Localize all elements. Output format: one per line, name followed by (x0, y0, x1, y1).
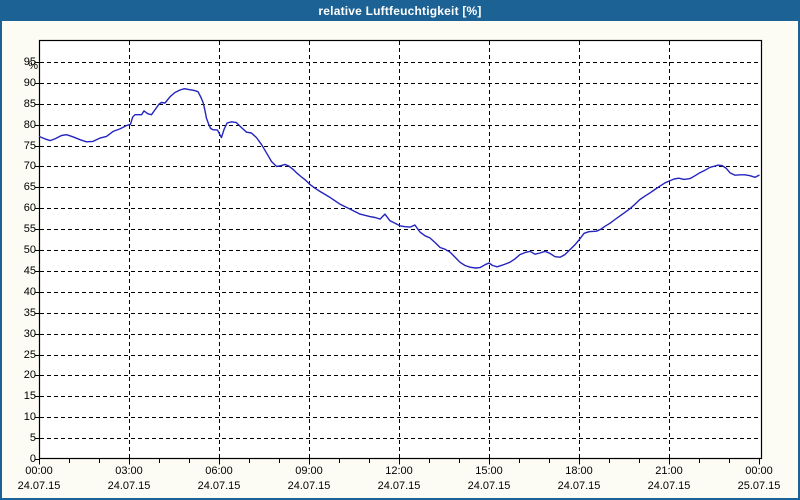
y-tick-label: 35 (23, 306, 36, 319)
y-tick-label: 40 (23, 285, 36, 298)
y-tick-label: 5 (29, 432, 36, 445)
chart-area: % 0 5 10 15 20 25 30 35 40 45 50 55 60 65 70 75 80 85 90 95… (2, 21, 798, 498)
y-tick-label: 90 (23, 76, 36, 89)
window-border-bottom (0, 498, 800, 500)
y-tick-label: 95 (23, 56, 36, 68)
x-tick-time-label: 15:00 (475, 465, 503, 477)
y-tick-label: 30 (23, 327, 36, 340)
x-tick-time-label: 00:00 (25, 465, 53, 477)
x-tick-time-label: 03:00 (115, 465, 143, 477)
y-tick-label: 85 (23, 97, 36, 110)
y-tick-label: 25 (23, 348, 36, 361)
x-tick-date-label: 24.07.15 (107, 480, 151, 492)
y-tick-label: 65 (23, 181, 36, 194)
x-tick-date-label: 25.07.15 (737, 480, 781, 492)
x-tick-date-label: 24.07.15 (197, 480, 241, 492)
y-tick-label: 55 (23, 223, 36, 236)
x-tick-date-label: 24.07.15 (287, 480, 331, 492)
y-tick-label: 0 (29, 453, 36, 465)
y-tick-label: 75 (23, 139, 36, 152)
y-tick-label: 10 (23, 411, 36, 424)
y-tick-label: 80 (23, 118, 36, 131)
plot-border (38, 39, 763, 460)
y-tick-label: 20 (23, 369, 36, 382)
x-tick-time-label: 00:00 (745, 465, 773, 477)
window-title-bar: relative Luftfeuchtigkeit [%] (0, 0, 800, 21)
x-tick-date-label: 24.07.15 (467, 480, 511, 492)
window-border-right (798, 21, 800, 500)
plot-background (39, 40, 762, 459)
x-tick-time-label: 06:00 (205, 465, 233, 477)
y-axis-unit-label: % (28, 60, 38, 72)
y-tick-label: 15 (23, 390, 36, 403)
x-tick-date-label: 24.07.15 (557, 480, 601, 492)
x-tick-date-label: 24.07.15 (377, 480, 421, 492)
window-border-left (0, 21, 2, 500)
window-title: relative Luftfeuchtigkeit [%] (318, 3, 482, 18)
x-tick-time-label: 09:00 (295, 465, 323, 477)
y-tick-label: 60 (23, 202, 36, 215)
plot-canvas (35, 39, 763, 465)
x-tick-time-label: 18:00 (565, 465, 593, 477)
x-tick-date-label: 24.07.15 (647, 480, 691, 492)
y-tick-label: 70 (23, 160, 36, 173)
x-tick-date-label: 24.07.15 (17, 480, 61, 492)
y-tick-label: 45 (23, 264, 36, 277)
x-tick-time-label: 12:00 (385, 465, 413, 477)
y-tick-label: 50 (23, 244, 36, 257)
x-tick-time-label: 21:00 (655, 465, 683, 477)
humidity-series-line (39, 87, 760, 269)
